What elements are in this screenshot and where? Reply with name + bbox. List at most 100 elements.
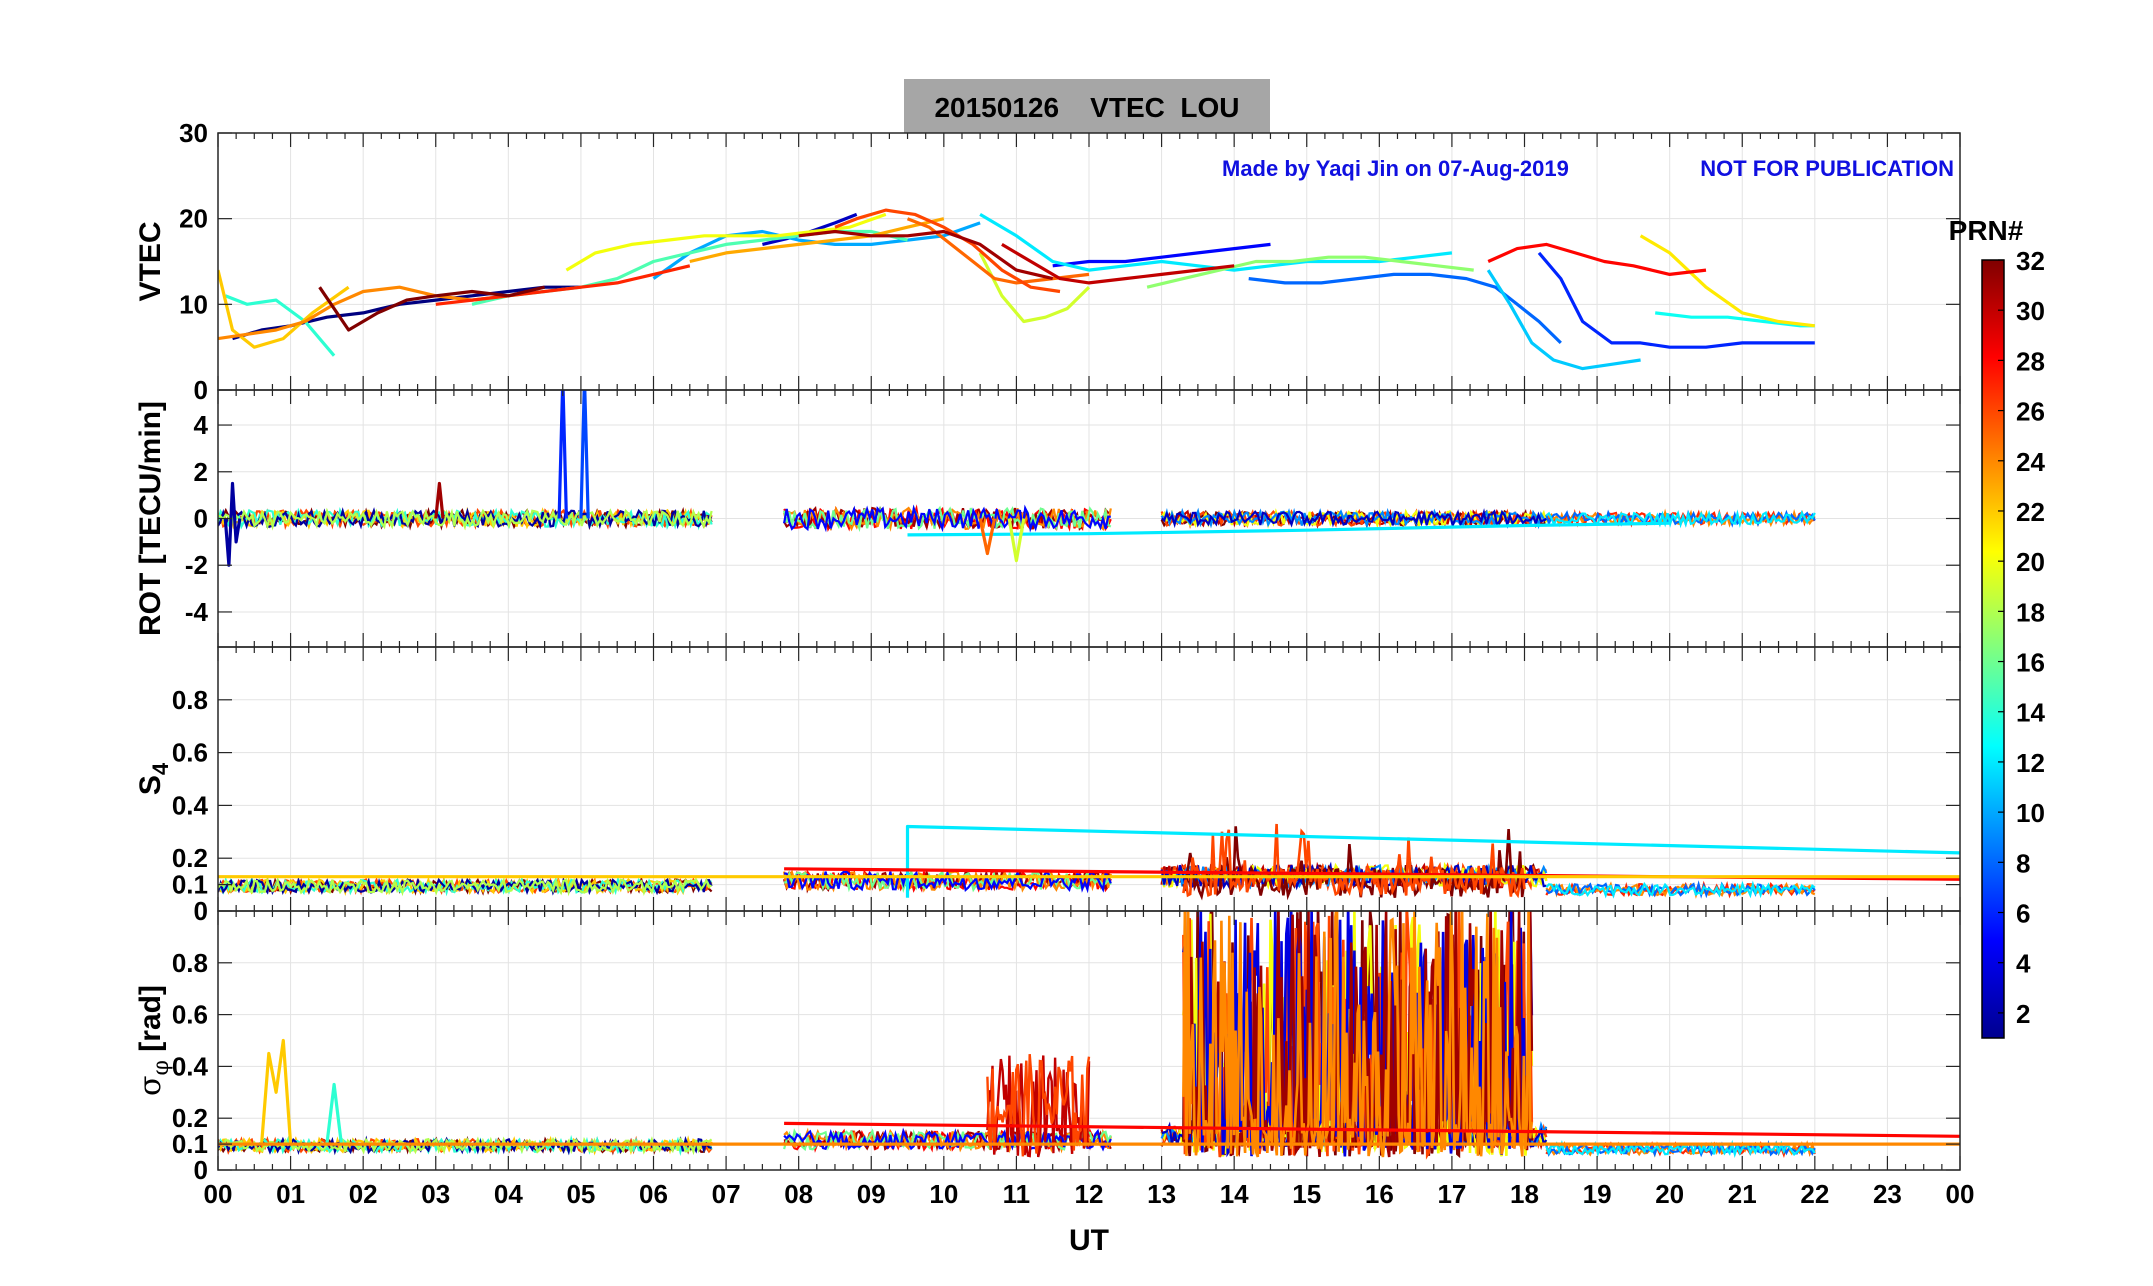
colorbar-tick-label: 28 — [2016, 346, 2045, 376]
x-tick-label: 12 — [1075, 1179, 1104, 1209]
x-tick-label: 15 — [1292, 1179, 1321, 1209]
y-tick-label: -4 — [185, 597, 209, 627]
prn-7-line — [579, 390, 590, 519]
sigphi-plot-area — [218, 911, 1960, 1160]
prn-30-burst-line — [986, 1055, 1091, 1158]
prn-6-line — [1537, 251, 1815, 349]
prn-5-noise-line — [783, 504, 1111, 533]
s4-plot-area — [218, 823, 1960, 901]
colorbar-label: PRN# — [1949, 215, 2024, 246]
prn-8-line — [1248, 272, 1562, 345]
y-tick-label: 0.4 — [172, 1051, 209, 1081]
prn-5-line — [1052, 242, 1271, 268]
x-axis-label: UT — [1069, 1224, 1109, 1257]
prn-19-line — [978, 252, 1091, 324]
colorbar-gradient — [1981, 259, 2005, 1039]
y-tick-label: 0.8 — [172, 685, 208, 715]
y-tick-label: 0.6 — [172, 738, 208, 768]
prn-3-noise-line — [1160, 508, 1547, 529]
x-tick-label: 16 — [1365, 1179, 1394, 1209]
colorbar-tick-label: 2 — [2016, 999, 2030, 1029]
prn-25-line — [906, 217, 1090, 285]
y-tick-label: 10 — [179, 289, 208, 319]
author-note: Made by Yaqi Jin on 07-Aug-2019 — [1222, 156, 1569, 181]
colorbar-tick-label: 6 — [2016, 899, 2030, 929]
y-tick-label: 0.2 — [172, 843, 208, 873]
y-tick-label: 0.2 — [172, 1103, 208, 1133]
prn-32-line — [318, 285, 545, 332]
colorbar-tick-label: 30 — [2016, 296, 2045, 326]
rot-y-label: ROT [TECU/min] — [134, 401, 167, 636]
colorbar-tick-label: 12 — [2016, 748, 2045, 778]
y-tick-label: 0.1 — [172, 1129, 208, 1159]
x-tick-label: 18 — [1510, 1179, 1539, 1209]
x-tick-label: 17 — [1437, 1179, 1466, 1209]
prn-26-line — [834, 208, 1061, 294]
y-tick-label: 0.6 — [172, 1000, 208, 1030]
prn-11-line — [1486, 269, 1641, 371]
prn-30-line — [1001, 243, 1235, 285]
s4-y-label: S4 — [134, 762, 173, 795]
x-tick-label: 03 — [421, 1179, 450, 1209]
y-tick-label: 0 — [194, 375, 208, 405]
rot-plot-area — [218, 390, 1816, 567]
x-tick-label: 00 — [1946, 1179, 1975, 1209]
prn-17-line — [1146, 255, 1474, 289]
s4-panel: 00.10.2 0.4 0.6 0.8 S4 — [134, 646, 1961, 926]
prn-22-line — [218, 269, 350, 349]
prn-14-line — [224, 294, 336, 357]
prn-2-noise-line — [218, 876, 713, 896]
prn-12-line — [979, 213, 1453, 272]
colorbar-tick-label: 4 — [2016, 949, 2031, 979]
x-tick-label: 06 — [639, 1179, 668, 1209]
x-tick-label: 22 — [1800, 1179, 1829, 1209]
x-tick-label: 21 — [1728, 1179, 1757, 1209]
y-tick-label: 2 — [194, 457, 208, 487]
x-tick-label: 00 — [204, 1179, 233, 1209]
prn-31-line — [434, 481, 445, 519]
y-tick-label: 0 — [194, 896, 208, 926]
prn-5-noise-line — [783, 869, 1112, 894]
x-tick-label: 11 — [1003, 1179, 1031, 1209]
prn-22-line — [260, 1038, 293, 1145]
prn-18-noise-line — [218, 877, 713, 897]
prn-31-line — [798, 229, 1054, 281]
x-tick-label: 09 — [857, 1179, 886, 1209]
colorbar-tick-label: 26 — [2016, 397, 2045, 427]
x-tick-label: 07 — [712, 1179, 741, 1209]
prn-12-line — [907, 521, 1670, 537]
colorbar-tick-label: 14 — [2016, 698, 2045, 728]
colorbar-tick-label: 20 — [2016, 547, 2045, 577]
colorbar-tick-label: 10 — [2016, 798, 2045, 828]
prn-27-line — [435, 264, 691, 306]
prn-25-line — [978, 518, 997, 556]
title-box — [904, 79, 1270, 133]
x-tick-label: 20 — [1655, 1179, 1684, 1209]
vtec-plot-area — [218, 208, 1815, 371]
x-tick-label: 02 — [349, 1179, 378, 1209]
y-tick-label: 0 — [194, 1155, 208, 1185]
prn-3-line — [762, 212, 858, 246]
x-tick-label: 05 — [566, 1179, 595, 1209]
sigphi-y-label: σφ [rad] — [133, 985, 174, 1096]
y-tick-label: 30 — [179, 118, 208, 148]
prn-23-line — [689, 217, 945, 264]
chart-title: 20150126 VTEC LOU — [934, 92, 1239, 123]
x-tick-label: 23 — [1873, 1179, 1902, 1209]
rot-panel: -4 -2 0 2 4 ROT [TECU/min] — [134, 389, 1961, 648]
y-tick-label: 0.4 — [172, 790, 209, 820]
prn-19-line — [1007, 518, 1026, 563]
y-tick-label: 4 — [194, 410, 209, 440]
x-tick-label: 04 — [494, 1179, 523, 1209]
x-tick-label: 08 — [784, 1179, 813, 1209]
vtec-panel: 0 10 20 30 VTEC — [134, 118, 1961, 405]
prn-20-line — [565, 212, 887, 272]
y-tick-label: 20 — [179, 204, 208, 234]
colorbar-tick-label: 24 — [2016, 447, 2045, 477]
y-tick-label: 0.8 — [172, 948, 208, 978]
prn-12-noise-line — [1545, 880, 1816, 899]
prn-32-burst-line — [1182, 826, 1526, 901]
x-tick-label: 13 — [1147, 1179, 1176, 1209]
